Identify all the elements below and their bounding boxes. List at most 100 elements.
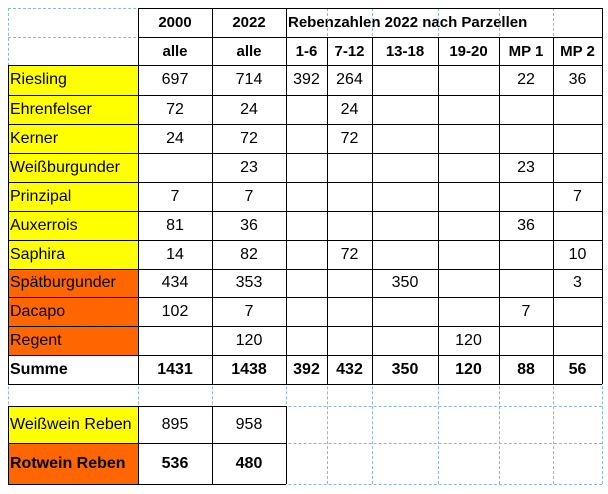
header-parcel-5[interactable]: MP 2	[560, 42, 595, 60]
value-parcel[interactable]: 392	[293, 71, 320, 88]
value-parcel[interactable]: 7	[573, 187, 582, 205]
summary-label[interactable]: Weißwein Reben	[8, 406, 138, 443]
value-parcel[interactable]	[372, 211, 438, 240]
value-parcel[interactable]	[499, 182, 553, 211]
value-parcel[interactable]	[372, 65, 438, 95]
header-year-2000[interactable]: 2000	[158, 14, 192, 31]
value-2022[interactable]: 714	[235, 71, 263, 88]
header-parcel-0[interactable]: 1-6	[295, 42, 318, 60]
summary-label[interactable]: Rotwein Reben	[8, 443, 138, 484]
summe-parcel[interactable]: 120	[455, 360, 482, 378]
value-parcel[interactable]	[286, 297, 327, 326]
summe-2000[interactable]: 1431	[157, 360, 193, 378]
summe-parcel[interactable]: 56	[568, 360, 587, 378]
value-2000[interactable]	[138, 153, 212, 182]
value-2022[interactable]: 353	[235, 274, 263, 291]
value-2000[interactable]: 434	[161, 274, 189, 291]
variety-name[interactable]: Prinzipal	[8, 182, 138, 211]
header-year-2022[interactable]: 2022	[232, 14, 266, 31]
value-parcel[interactable]	[499, 326, 553, 355]
variety-name[interactable]: Weißburgunder	[8, 153, 138, 182]
value-parcel[interactable]	[438, 153, 499, 182]
value-parcel[interactable]	[553, 211, 602, 240]
value-2022[interactable]: 82	[240, 245, 258, 263]
value-parcel[interactable]	[372, 95, 438, 124]
value-parcel[interactable]	[286, 182, 327, 211]
header-parcel-1[interactable]: 7-12	[334, 42, 365, 60]
variety-name[interactable]: Spätburgunder	[8, 269, 138, 297]
summe-parcel[interactable]: 392	[293, 360, 320, 378]
value-2022[interactable]: 23	[240, 158, 258, 176]
value-parcel[interactable]: 36	[568, 71, 587, 88]
header-group-title[interactable]: Rebenzahlen 2022 nach Parzellen	[288, 14, 528, 31]
value-2000[interactable]: 7	[170, 187, 180, 205]
value-parcel[interactable]	[438, 240, 499, 269]
value-parcel[interactable]	[553, 326, 602, 355]
value-2000[interactable]: 81	[166, 216, 184, 234]
value-parcel[interactable]	[327, 297, 372, 326]
summe-parcel[interactable]: 432	[336, 360, 363, 378]
value-parcel[interactable]	[327, 182, 372, 211]
value-parcel[interactable]	[286, 95, 327, 124]
variety-name[interactable]: Kerner	[8, 124, 138, 153]
value-parcel[interactable]	[327, 326, 372, 355]
value-parcel[interactable]	[438, 211, 499, 240]
value-parcel[interactable]	[372, 124, 438, 153]
value-2000[interactable]: 14	[166, 245, 184, 263]
value-2000[interactable]	[138, 326, 212, 355]
value-parcel[interactable]	[372, 182, 438, 211]
value-parcel[interactable]	[372, 153, 438, 182]
value-parcel[interactable]: 120	[455, 331, 482, 349]
value-parcel[interactable]: 7	[521, 302, 531, 320]
value-parcel[interactable]	[438, 297, 499, 326]
value-parcel[interactable]	[438, 269, 499, 297]
value-2000[interactable]: 102	[161, 302, 189, 320]
value-2000[interactable]: 24	[166, 129, 184, 147]
summe-parcel[interactable]: 350	[391, 360, 419, 378]
summe-parcel[interactable]: 88	[517, 360, 535, 378]
summary-2000[interactable]: 895	[161, 415, 189, 433]
value-parcel[interactable]: 350	[391, 274, 419, 291]
value-2000[interactable]: 72	[166, 100, 184, 118]
summe-2022[interactable]: 1438	[231, 360, 267, 378]
variety-name[interactable]: Ehrenfelser	[8, 95, 138, 124]
header-parcel-3[interactable]: 19-20	[449, 42, 488, 60]
value-parcel[interactable]	[499, 240, 553, 269]
header-parcel-4[interactable]: MP 1	[508, 42, 544, 60]
header-alle-2000[interactable]: alle	[162, 42, 188, 60]
value-parcel[interactable]	[372, 240, 438, 269]
value-parcel[interactable]: 10	[568, 245, 587, 263]
value-2022[interactable]: 24	[240, 100, 258, 118]
value-parcel[interactable]	[438, 65, 499, 95]
summary-2000[interactable]: 536	[161, 454, 189, 472]
value-parcel[interactable]: 72	[340, 129, 359, 147]
value-parcel[interactable]: 24	[340, 100, 359, 118]
value-parcel[interactable]	[438, 182, 499, 211]
value-parcel[interactable]	[286, 240, 327, 269]
value-parcel[interactable]	[286, 326, 327, 355]
value-parcel[interactable]	[499, 95, 553, 124]
header-parcel-2[interactable]: 13-18	[385, 42, 425, 60]
value-parcel[interactable]	[372, 326, 438, 355]
variety-name[interactable]: Saphira	[8, 240, 138, 269]
value-2022[interactable]: 72	[240, 129, 258, 147]
value-2022[interactable]: 7	[244, 187, 254, 205]
value-parcel[interactable]	[499, 124, 553, 153]
variety-name[interactable]: Riesling	[8, 65, 138, 95]
value-parcel[interactable]: 3	[573, 274, 582, 291]
value-parcel[interactable]	[553, 153, 602, 182]
value-parcel[interactable]	[438, 124, 499, 153]
variety-name[interactable]: Regent	[8, 326, 138, 355]
value-parcel[interactable]	[438, 95, 499, 124]
value-parcel[interactable]	[286, 269, 327, 297]
value-parcel[interactable]: 264	[336, 71, 363, 88]
value-parcel[interactable]	[553, 124, 602, 153]
value-parcel[interactable]	[499, 269, 553, 297]
value-2022[interactable]: 36	[240, 216, 258, 234]
value-parcel[interactable]	[286, 124, 327, 153]
value-parcel[interactable]	[286, 211, 327, 240]
value-parcel[interactable]: 22	[517, 71, 535, 88]
variety-name[interactable]: Dacapo	[8, 297, 138, 326]
variety-name[interactable]: Auxerrois	[8, 211, 138, 240]
value-parcel[interactable]	[553, 95, 602, 124]
